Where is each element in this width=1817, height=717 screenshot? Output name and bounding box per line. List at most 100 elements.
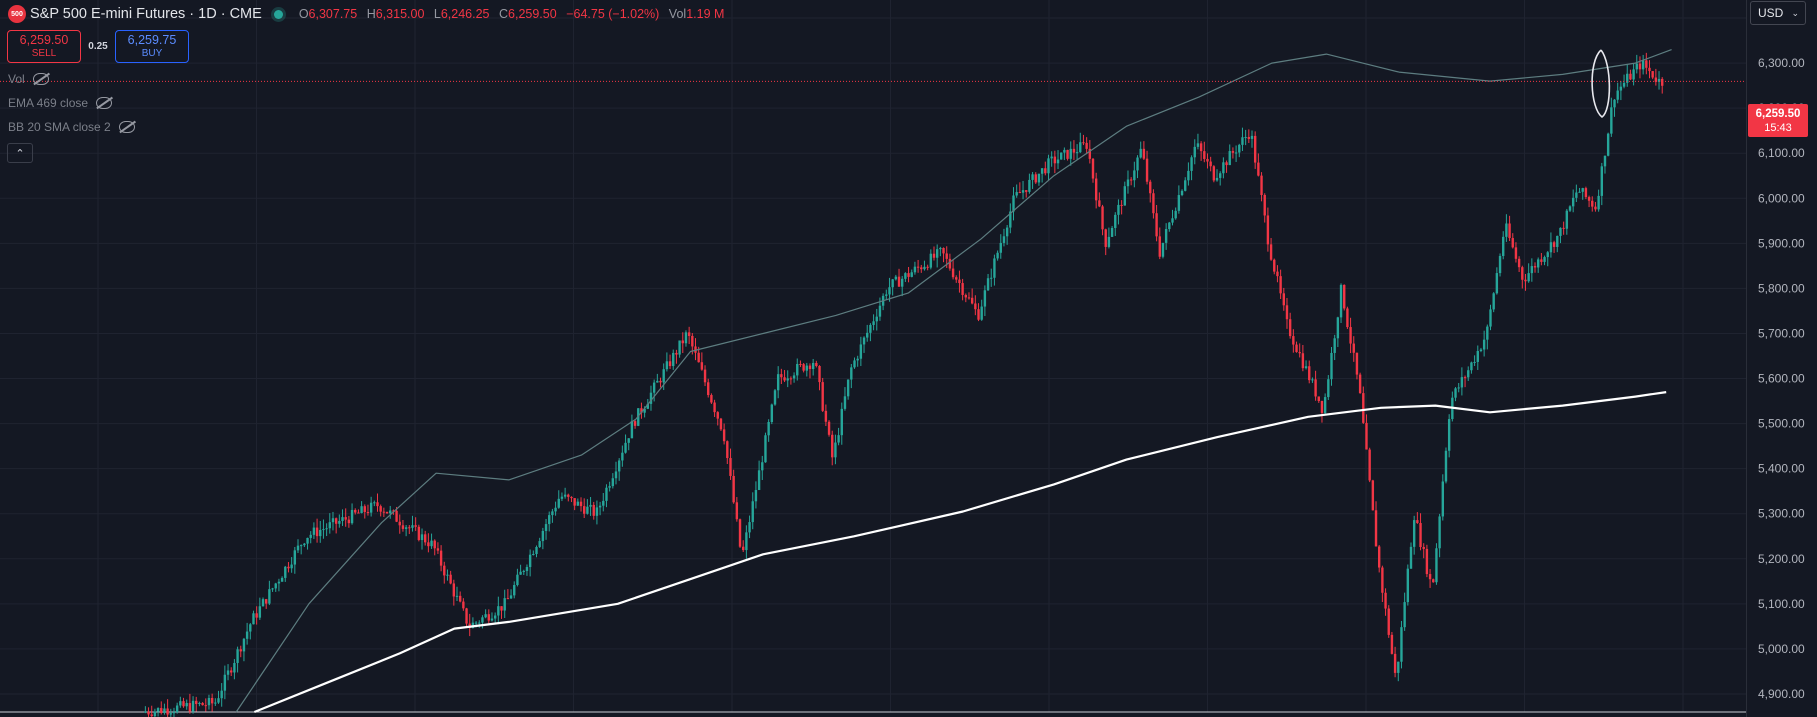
candle-body — [862, 337, 866, 345]
candle-body — [1018, 192, 1022, 194]
candle-body — [1145, 158, 1149, 182]
candle-body — [1149, 181, 1152, 194]
candle-body — [827, 421, 831, 435]
candle-body — [907, 273, 910, 277]
candle-body — [462, 601, 465, 609]
candle-body — [926, 266, 929, 268]
candle-body — [1587, 197, 1591, 201]
candle-body — [1152, 193, 1155, 214]
candle-body — [1050, 156, 1053, 159]
candle-body — [376, 502, 379, 507]
candle-body — [1511, 238, 1514, 248]
currency-select[interactable]: USD ⌄ — [1750, 1, 1806, 25]
candle-body — [802, 364, 805, 371]
sell-button[interactable]: 6,259.50 SELL — [7, 30, 81, 63]
candle-body — [1091, 158, 1095, 179]
candle-body — [299, 545, 303, 547]
candle-body — [443, 565, 446, 576]
candle-body — [811, 362, 815, 369]
candle-body — [888, 287, 891, 295]
candle-body — [662, 369, 665, 383]
candle-body — [745, 532, 748, 551]
candle-body — [344, 517, 347, 520]
buy-button[interactable]: 6,259.75 BUY — [115, 30, 189, 63]
candle-body — [449, 574, 452, 584]
hidden-eye-icon[interactable] — [118, 121, 135, 133]
candle-body — [939, 247, 942, 250]
candle-body — [1568, 206, 1572, 211]
hidden-eye-icon[interactable] — [32, 73, 49, 85]
candle-body — [1247, 137, 1251, 139]
candle-body — [1075, 152, 1079, 154]
candle-body — [856, 358, 859, 361]
candle-body — [1584, 188, 1588, 198]
hidden-eye-icon[interactable] — [96, 97, 113, 109]
candle-body — [1358, 374, 1362, 394]
candle-body — [729, 458, 732, 476]
candle-body — [961, 283, 964, 295]
candle-body — [331, 518, 335, 523]
candle-body — [182, 701, 185, 707]
candle-body — [1533, 266, 1537, 268]
candle-body — [1273, 259, 1276, 272]
candle-body — [1171, 218, 1174, 223]
candle-body — [150, 714, 153, 717]
candle-body — [878, 305, 882, 317]
candle-body — [1610, 107, 1613, 134]
candle-body — [1530, 266, 1534, 274]
high-value: 6,315.00 — [375, 7, 425, 21]
candle-body — [1648, 67, 1651, 72]
candle-body — [1094, 178, 1098, 201]
candle-body — [522, 570, 525, 572]
candle-body — [945, 253, 948, 259]
candle-body — [350, 509, 354, 524]
candle-body — [1053, 156, 1057, 164]
sell-label: SELL — [31, 47, 57, 59]
candle-body — [1552, 242, 1556, 247]
candle-body — [792, 375, 796, 379]
candle-body — [535, 546, 538, 554]
candle-body — [1142, 148, 1146, 159]
indicator-bb[interactable]: BB 20 SMA close 2 — [8, 120, 135, 134]
candle-body — [1238, 144, 1241, 153]
candle-body — [999, 242, 1002, 253]
candle-body — [859, 344, 863, 359]
candle-body — [617, 460, 621, 472]
candle-body — [1365, 422, 1368, 450]
collapse-indicators-button[interactable]: ⌃ — [7, 143, 33, 163]
candle-body — [1012, 195, 1015, 212]
indicator-ema[interactable]: EMA 469 close — [8, 96, 113, 110]
candle-body — [630, 421, 634, 439]
candle-body — [996, 252, 999, 259]
candle-body — [242, 638, 246, 652]
candle-body — [1463, 377, 1467, 379]
candle-body — [843, 396, 847, 409]
candle-body — [602, 500, 605, 506]
candle-body — [742, 546, 745, 551]
candle-body — [1400, 627, 1403, 662]
candle-body — [1136, 157, 1139, 171]
candle-body — [1314, 379, 1317, 397]
candle-body — [697, 352, 700, 363]
candle-body — [1085, 142, 1088, 149]
indicator-vol[interactable]: Vol — [8, 72, 49, 86]
candle-body — [439, 550, 443, 566]
candle-body — [1139, 148, 1142, 158]
candle-body — [1476, 351, 1479, 362]
candle-body — [1056, 159, 1060, 164]
candle-body — [458, 595, 462, 602]
candle-body — [1164, 229, 1168, 243]
candle-body — [312, 527, 316, 535]
candle-body — [1390, 634, 1394, 654]
candle-body — [891, 279, 894, 288]
candle-body — [1638, 63, 1642, 70]
candle-body — [230, 670, 233, 673]
candle-body — [516, 574, 519, 586]
last-price-value: 6,259.50 — [1755, 107, 1801, 120]
candle-body — [417, 526, 421, 541]
candle-body — [290, 564, 293, 569]
candle-body — [1537, 259, 1540, 268]
symbol-title[interactable]: S&P 500 E-mini Futures · 1D · CME — [30, 6, 262, 22]
candle-body — [808, 365, 812, 369]
